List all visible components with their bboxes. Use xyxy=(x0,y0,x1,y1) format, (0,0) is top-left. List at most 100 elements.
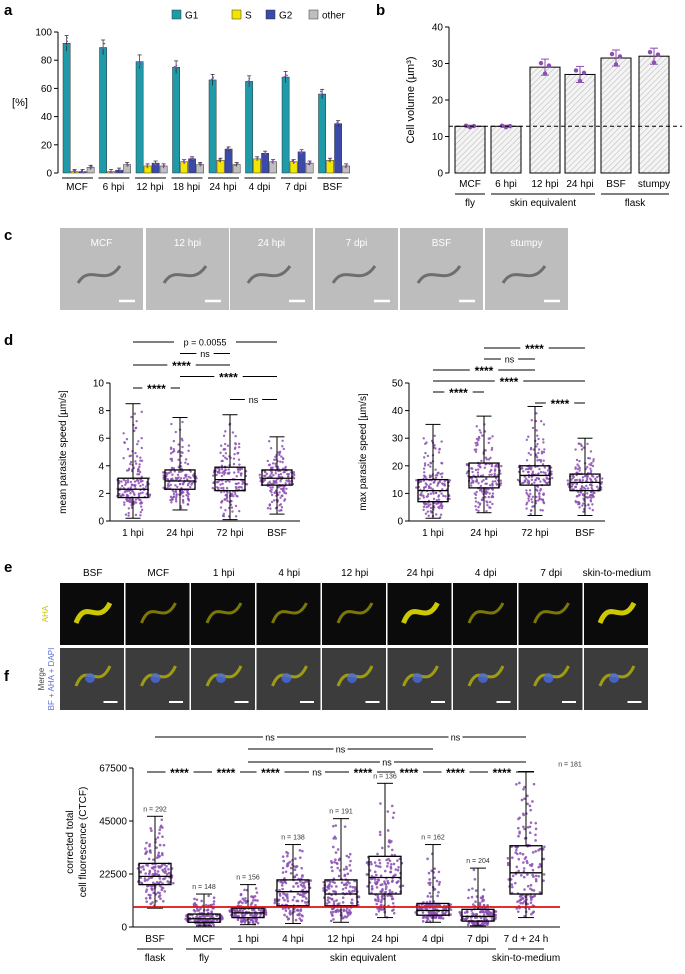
panel-d1-data-point xyxy=(220,501,223,504)
panel-d1-data-point xyxy=(225,457,229,461)
panel-f-data-point xyxy=(153,869,157,872)
panel-f-box xyxy=(276,879,310,907)
panel-f-data-point xyxy=(143,879,147,883)
panel-f-data-point xyxy=(152,873,156,877)
panel-d2-data-point xyxy=(529,492,532,496)
panel-f-data-point xyxy=(526,884,530,888)
panel-f-data-point xyxy=(255,891,259,894)
panel-f-data-point xyxy=(330,885,333,888)
panel-d1-data-point xyxy=(279,460,282,463)
panel-f-category-label: 1 hpi xyxy=(237,934,259,945)
panel-e-row1-label: AHA xyxy=(41,605,50,622)
panel-d2-data-point xyxy=(581,479,584,482)
panel-d2-data-point xyxy=(539,419,543,423)
panel-f-data-point xyxy=(472,913,476,916)
panel-f-data-point xyxy=(478,901,482,905)
panel-f-data-point xyxy=(517,869,520,873)
panel-d2-y-tick-label: 50 xyxy=(392,379,404,390)
panel-a-bar-G2 xyxy=(224,148,233,174)
panel-f-data-point xyxy=(521,901,525,905)
panel-a-data-point xyxy=(328,160,331,162)
panel-f-data-point xyxy=(140,881,143,885)
panel-d2-data-point xyxy=(426,454,430,458)
panel-f-data-point xyxy=(494,910,498,913)
panel-f-data-point xyxy=(195,898,199,901)
panel-f-data-point xyxy=(471,903,475,906)
panel-d1-data-point xyxy=(169,447,173,450)
panel-f-data-point xyxy=(396,859,399,862)
panel-e-parasite-signal xyxy=(271,602,308,624)
panel-f-data-point xyxy=(534,827,538,831)
panel-f-data-point xyxy=(293,895,296,899)
panel-f-data-point xyxy=(475,912,479,916)
panel-d2-data-point xyxy=(594,477,597,481)
panel-f-data-point xyxy=(330,898,334,901)
panel-f-group-label: skin-to-medium xyxy=(492,953,560,964)
panel-d2-data-point xyxy=(535,445,538,448)
panel-d2-data-point xyxy=(429,506,433,510)
panel-d1-data-point xyxy=(237,458,241,461)
panel-d1-data-point xyxy=(258,476,262,479)
panel-d2-data-point xyxy=(477,468,480,471)
panel-d2-data-point xyxy=(481,498,484,502)
panel-f-data-point xyxy=(256,921,260,925)
panel-f-data-point xyxy=(374,873,378,877)
panel-b-data-point xyxy=(499,123,505,128)
panel-d1-data-point xyxy=(283,491,286,495)
panel-d1-data-point xyxy=(118,492,121,496)
panel-a-data-point xyxy=(154,162,156,165)
panel-f-data-point xyxy=(369,860,373,864)
panel-d2-data-point xyxy=(484,463,487,466)
panel-d1-data-point xyxy=(220,467,224,471)
panel-f-data-point xyxy=(149,827,152,830)
panel-d1-data-point xyxy=(270,493,274,497)
panel-f-y-label-line2: cell fluorescence (CTCF) xyxy=(78,787,89,898)
panel-d1-data-point xyxy=(274,480,277,484)
panel-f-category-label: 24 hpi xyxy=(371,934,398,945)
panel-f-data-point xyxy=(506,863,510,867)
panel-e-images: BSF MCF 1 hpi 4 hpi 12 hpi 24 hpi 4 dpi 7 dpi sk… xyxy=(37,568,651,710)
panel-d2-data-point xyxy=(595,475,599,479)
panel-f-data-point xyxy=(161,868,164,872)
panel-f-data-point xyxy=(296,899,300,903)
panel-f-data-point xyxy=(296,892,300,896)
panel-d2-data-point xyxy=(591,493,594,496)
panel-d1-data-point xyxy=(279,496,282,499)
panel-d1-data-point xyxy=(231,510,234,513)
panel-f-data-point xyxy=(351,890,354,893)
panel-d2-data-point xyxy=(448,479,452,482)
panel-b-data-point xyxy=(647,49,653,55)
panel-d2-data-point xyxy=(523,480,527,483)
panel-f-data-point xyxy=(336,866,340,870)
panel-f-data-point xyxy=(522,813,526,817)
panel-a-data-point xyxy=(191,158,194,161)
panel-d2-data-point xyxy=(589,490,593,494)
panel-f-data-point xyxy=(389,867,393,870)
panel-f-data-point xyxy=(523,857,527,860)
panel-d1-data-point xyxy=(123,441,127,444)
panel-d1-data-point xyxy=(234,485,238,489)
panel-d2-data-point xyxy=(474,468,478,472)
panel-e-row2-label-bottom: BF + AHA + DAPI xyxy=(47,648,56,711)
panel-d1-data-point xyxy=(235,475,238,478)
panel-d1-data-point xyxy=(273,458,276,461)
panel-f-data-point xyxy=(280,884,284,887)
panel-d2-data-point xyxy=(586,465,589,469)
panel-d1-data-point xyxy=(172,492,176,496)
panel-d2-y-tick-label: 0 xyxy=(397,517,403,528)
panel-d2-data-point xyxy=(475,437,479,441)
panel-f-data-point xyxy=(527,907,531,911)
panel-f-data-point xyxy=(484,910,487,914)
panel-d1-data-point xyxy=(135,419,138,423)
panel-d1-data-point xyxy=(241,482,244,486)
panel-f-data-point xyxy=(449,908,453,911)
panel-f-data-point xyxy=(278,888,281,892)
panel-f-data-point xyxy=(209,904,213,907)
panel-f-data-point xyxy=(529,883,533,887)
panel-e-aha-image xyxy=(453,583,517,645)
panel-d1-data-point xyxy=(133,483,136,487)
panel-f-data-point xyxy=(286,854,289,858)
panel-d2-data-point xyxy=(524,468,528,471)
panel-f-data-point xyxy=(338,857,341,861)
panel-d2-data-point xyxy=(544,471,547,475)
